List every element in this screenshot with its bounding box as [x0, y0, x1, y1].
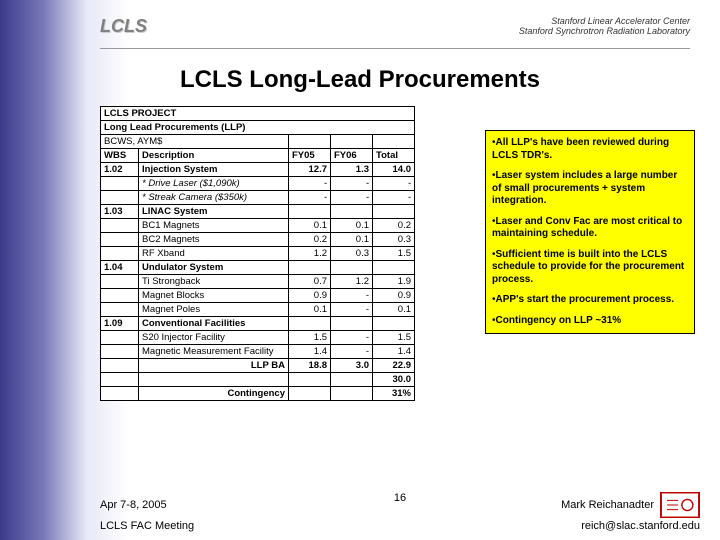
- table-row: Magnetic Measurement Facility1.4-1.4: [101, 345, 415, 359]
- col-total: Total: [373, 149, 415, 163]
- table-total-row: Contingency31%: [101, 387, 415, 401]
- callout-item: •Laser system includes a large number of…: [492, 170, 688, 208]
- table-row: RF Xband1.20.31.5: [101, 247, 415, 261]
- table-project-label: LCLS PROJECT: [101, 107, 415, 121]
- table-row: 1.02Injection System12.71.314.0: [101, 163, 415, 177]
- footer-date: Apr 7-8, 2005: [100, 499, 167, 511]
- page-title: LCLS Long-Lead Procurements: [0, 66, 720, 94]
- table-row: * Drive Laser ($1,090k)---: [101, 177, 415, 191]
- table-unit: BCWS, AYM$: [101, 135, 289, 149]
- table-row: Ti Strongback0.71.21.9: [101, 275, 415, 289]
- table-row: BC1 Magnets0.10.10.2: [101, 219, 415, 233]
- footer-meeting: LCLS FAC Meeting: [100, 520, 194, 532]
- callout-item: •All LLP's have been reviewed during LCL…: [492, 137, 688, 162]
- table-row: * Streak Camera ($350k)---: [101, 191, 415, 205]
- callout-item: •Laser and Conv Fac are most critical to…: [492, 216, 688, 241]
- footer-author: Mark Reichanadter: [561, 499, 654, 511]
- table-total-row: 30.0: [101, 373, 415, 387]
- header-right: Stanford Linear Accelerator Center Stanf…: [519, 16, 690, 36]
- footer-page: 16: [394, 492, 406, 504]
- org-line-2: Stanford Synchrotron Radiation Laborator…: [519, 26, 690, 36]
- slac-logo-icon: [660, 492, 700, 518]
- procurements-table: LCLS PROJECT Long Lead Procurements (LLP…: [100, 106, 415, 401]
- footer: Apr 7-8, 2005 16 Mark Reichanadter LCLS …: [100, 492, 700, 532]
- col-desc: Description: [139, 149, 289, 163]
- table-row: 1.04Undulator System: [101, 261, 415, 275]
- table-row: Magnet Poles0.1-0.1: [101, 303, 415, 317]
- table-row: Magnet Blocks0.9-0.9: [101, 289, 415, 303]
- callout-box: •All LLP's have been reviewed during LCL…: [485, 130, 695, 334]
- callout-item: •Sufficient time is built into the LCLS …: [492, 249, 688, 287]
- col-wbs: WBS: [101, 149, 139, 163]
- org-line-1: Stanford Linear Accelerator Center: [519, 16, 690, 26]
- table-row: 1.03LINAC System: [101, 205, 415, 219]
- header-bar: LCLS Stanford Linear Accelerator Center …: [100, 8, 690, 44]
- header-left: LCLS: [100, 16, 147, 37]
- table-row: BC2 Magnets0.20.10.3: [101, 233, 415, 247]
- callout-item: •Contingency on LLP ~31%: [492, 315, 688, 328]
- header-divider: [100, 48, 690, 49]
- footer-email: reich@slac.stanford.edu: [581, 520, 700, 532]
- callout-item: •APP's start the procurement process.: [492, 294, 688, 307]
- col-fy06: FY06: [331, 149, 373, 163]
- table-row: 1.09Conventional Facilities: [101, 317, 415, 331]
- col-fy05: FY05: [289, 149, 331, 163]
- lcls-logo: LCLS: [100, 16, 147, 37]
- table-row: S20 Injector Facility1.5-1.5: [101, 331, 415, 345]
- table-subhead: Long Lead Procurements (LLP): [101, 121, 415, 135]
- table-total-row: LLP BA18.83.022.9: [101, 359, 415, 373]
